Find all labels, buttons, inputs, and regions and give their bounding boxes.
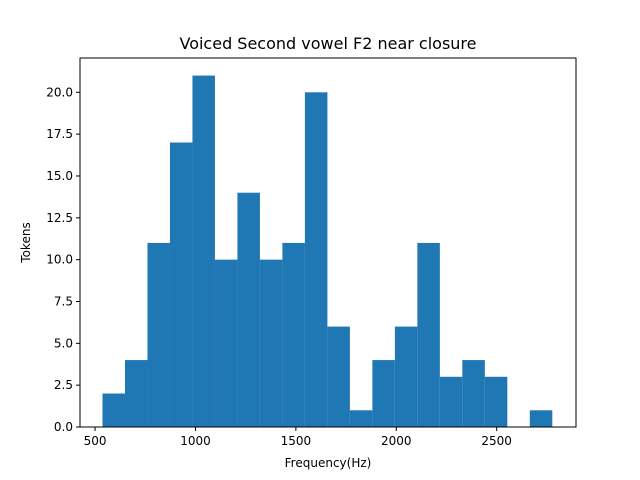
histogram-bar bbox=[484, 376, 508, 427]
histogram-bar bbox=[192, 75, 215, 428]
y-tick-label: 12.5 bbox=[46, 211, 73, 225]
histogram-bar bbox=[304, 92, 328, 427]
y-axis-ticks: 0.0 2.5 5.0 7.5 10.0 12.5 15.0 17.5 20.0 bbox=[46, 85, 80, 434]
histogram-bars bbox=[102, 75, 553, 428]
histogram-bar bbox=[327, 326, 350, 427]
histogram-bar bbox=[417, 242, 440, 427]
histogram-bar bbox=[259, 259, 283, 427]
histogram-bar bbox=[462, 360, 485, 427]
plot-area-frame bbox=[79, 57, 577, 428]
histogram-bar bbox=[349, 410, 373, 427]
y-tick-label: 17.5 bbox=[46, 127, 73, 141]
x-tick-label: 1000 bbox=[180, 434, 211, 448]
x-tick-label: 2000 bbox=[381, 434, 412, 448]
histogram-bar bbox=[529, 410, 553, 427]
y-tick-label: 2.5 bbox=[54, 378, 73, 392]
histogram-bar bbox=[102, 393, 125, 427]
histogram-bar bbox=[439, 376, 463, 427]
histogram-bar bbox=[124, 360, 148, 427]
y-tick-label: 20.0 bbox=[46, 85, 73, 99]
y-axis-label: Tokens bbox=[19, 222, 33, 263]
histogram-bar bbox=[147, 242, 170, 427]
x-tick-label: 1500 bbox=[281, 434, 312, 448]
histogram-bar bbox=[372, 360, 395, 427]
chart-title: Voiced Second vowel F2 near closure bbox=[179, 34, 476, 53]
x-axis-ticks: 500 1000 1500 2000 2500 bbox=[84, 427, 512, 448]
histogram-bar bbox=[214, 259, 238, 427]
histogram-bar bbox=[282, 242, 305, 427]
histogram-bar bbox=[169, 142, 193, 428]
x-axis-label: Frequency(Hz) bbox=[285, 456, 372, 470]
x-tick-label: 2500 bbox=[481, 434, 512, 448]
y-tick-label: 10.0 bbox=[46, 253, 73, 267]
y-tick-label: 7.5 bbox=[54, 294, 73, 308]
y-tick-label: 15.0 bbox=[46, 169, 73, 183]
y-tick-label: 0.0 bbox=[54, 420, 73, 434]
histogram-bar bbox=[237, 192, 260, 427]
x-tick-label: 500 bbox=[84, 434, 107, 448]
histogram-bar bbox=[394, 326, 418, 427]
y-tick-label: 5.0 bbox=[54, 336, 73, 350]
